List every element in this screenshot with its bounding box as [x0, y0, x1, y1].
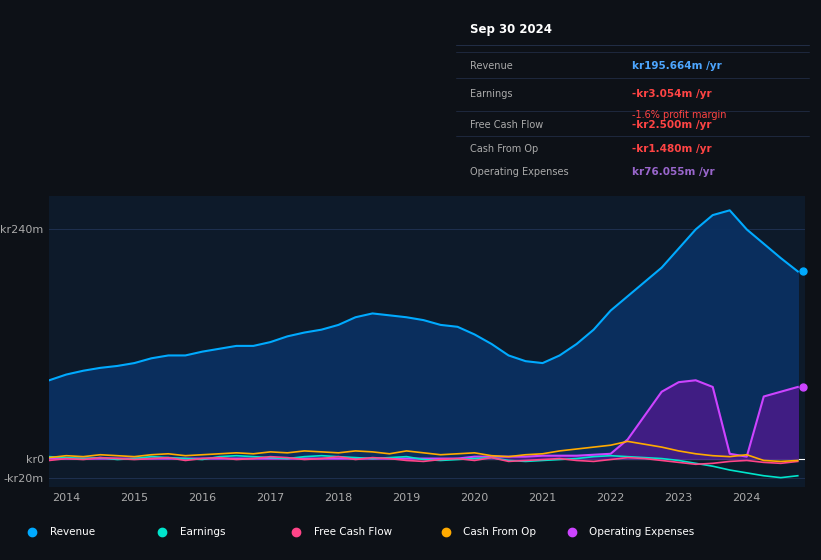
Text: Revenue: Revenue: [470, 61, 512, 71]
Text: Cash From Op: Cash From Op: [470, 144, 538, 155]
Text: Revenue: Revenue: [49, 527, 94, 537]
Text: Free Cash Flow: Free Cash Flow: [314, 527, 392, 537]
Text: -kr3.054m /yr: -kr3.054m /yr: [632, 89, 712, 99]
Text: Earnings: Earnings: [180, 527, 225, 537]
Text: kr76.055m /yr: kr76.055m /yr: [632, 167, 715, 177]
Text: Cash From Op: Cash From Op: [463, 527, 536, 537]
Text: -kr2.500m /yr: -kr2.500m /yr: [632, 120, 712, 130]
Text: Operating Expenses: Operating Expenses: [589, 527, 695, 537]
Text: Earnings: Earnings: [470, 89, 512, 99]
Text: Operating Expenses: Operating Expenses: [470, 167, 568, 177]
Text: -1.6% profit margin: -1.6% profit margin: [632, 110, 727, 120]
Text: Free Cash Flow: Free Cash Flow: [470, 120, 543, 130]
Text: -kr1.480m /yr: -kr1.480m /yr: [632, 144, 712, 155]
Text: Sep 30 2024: Sep 30 2024: [470, 23, 552, 36]
Text: kr195.664m /yr: kr195.664m /yr: [632, 61, 722, 71]
